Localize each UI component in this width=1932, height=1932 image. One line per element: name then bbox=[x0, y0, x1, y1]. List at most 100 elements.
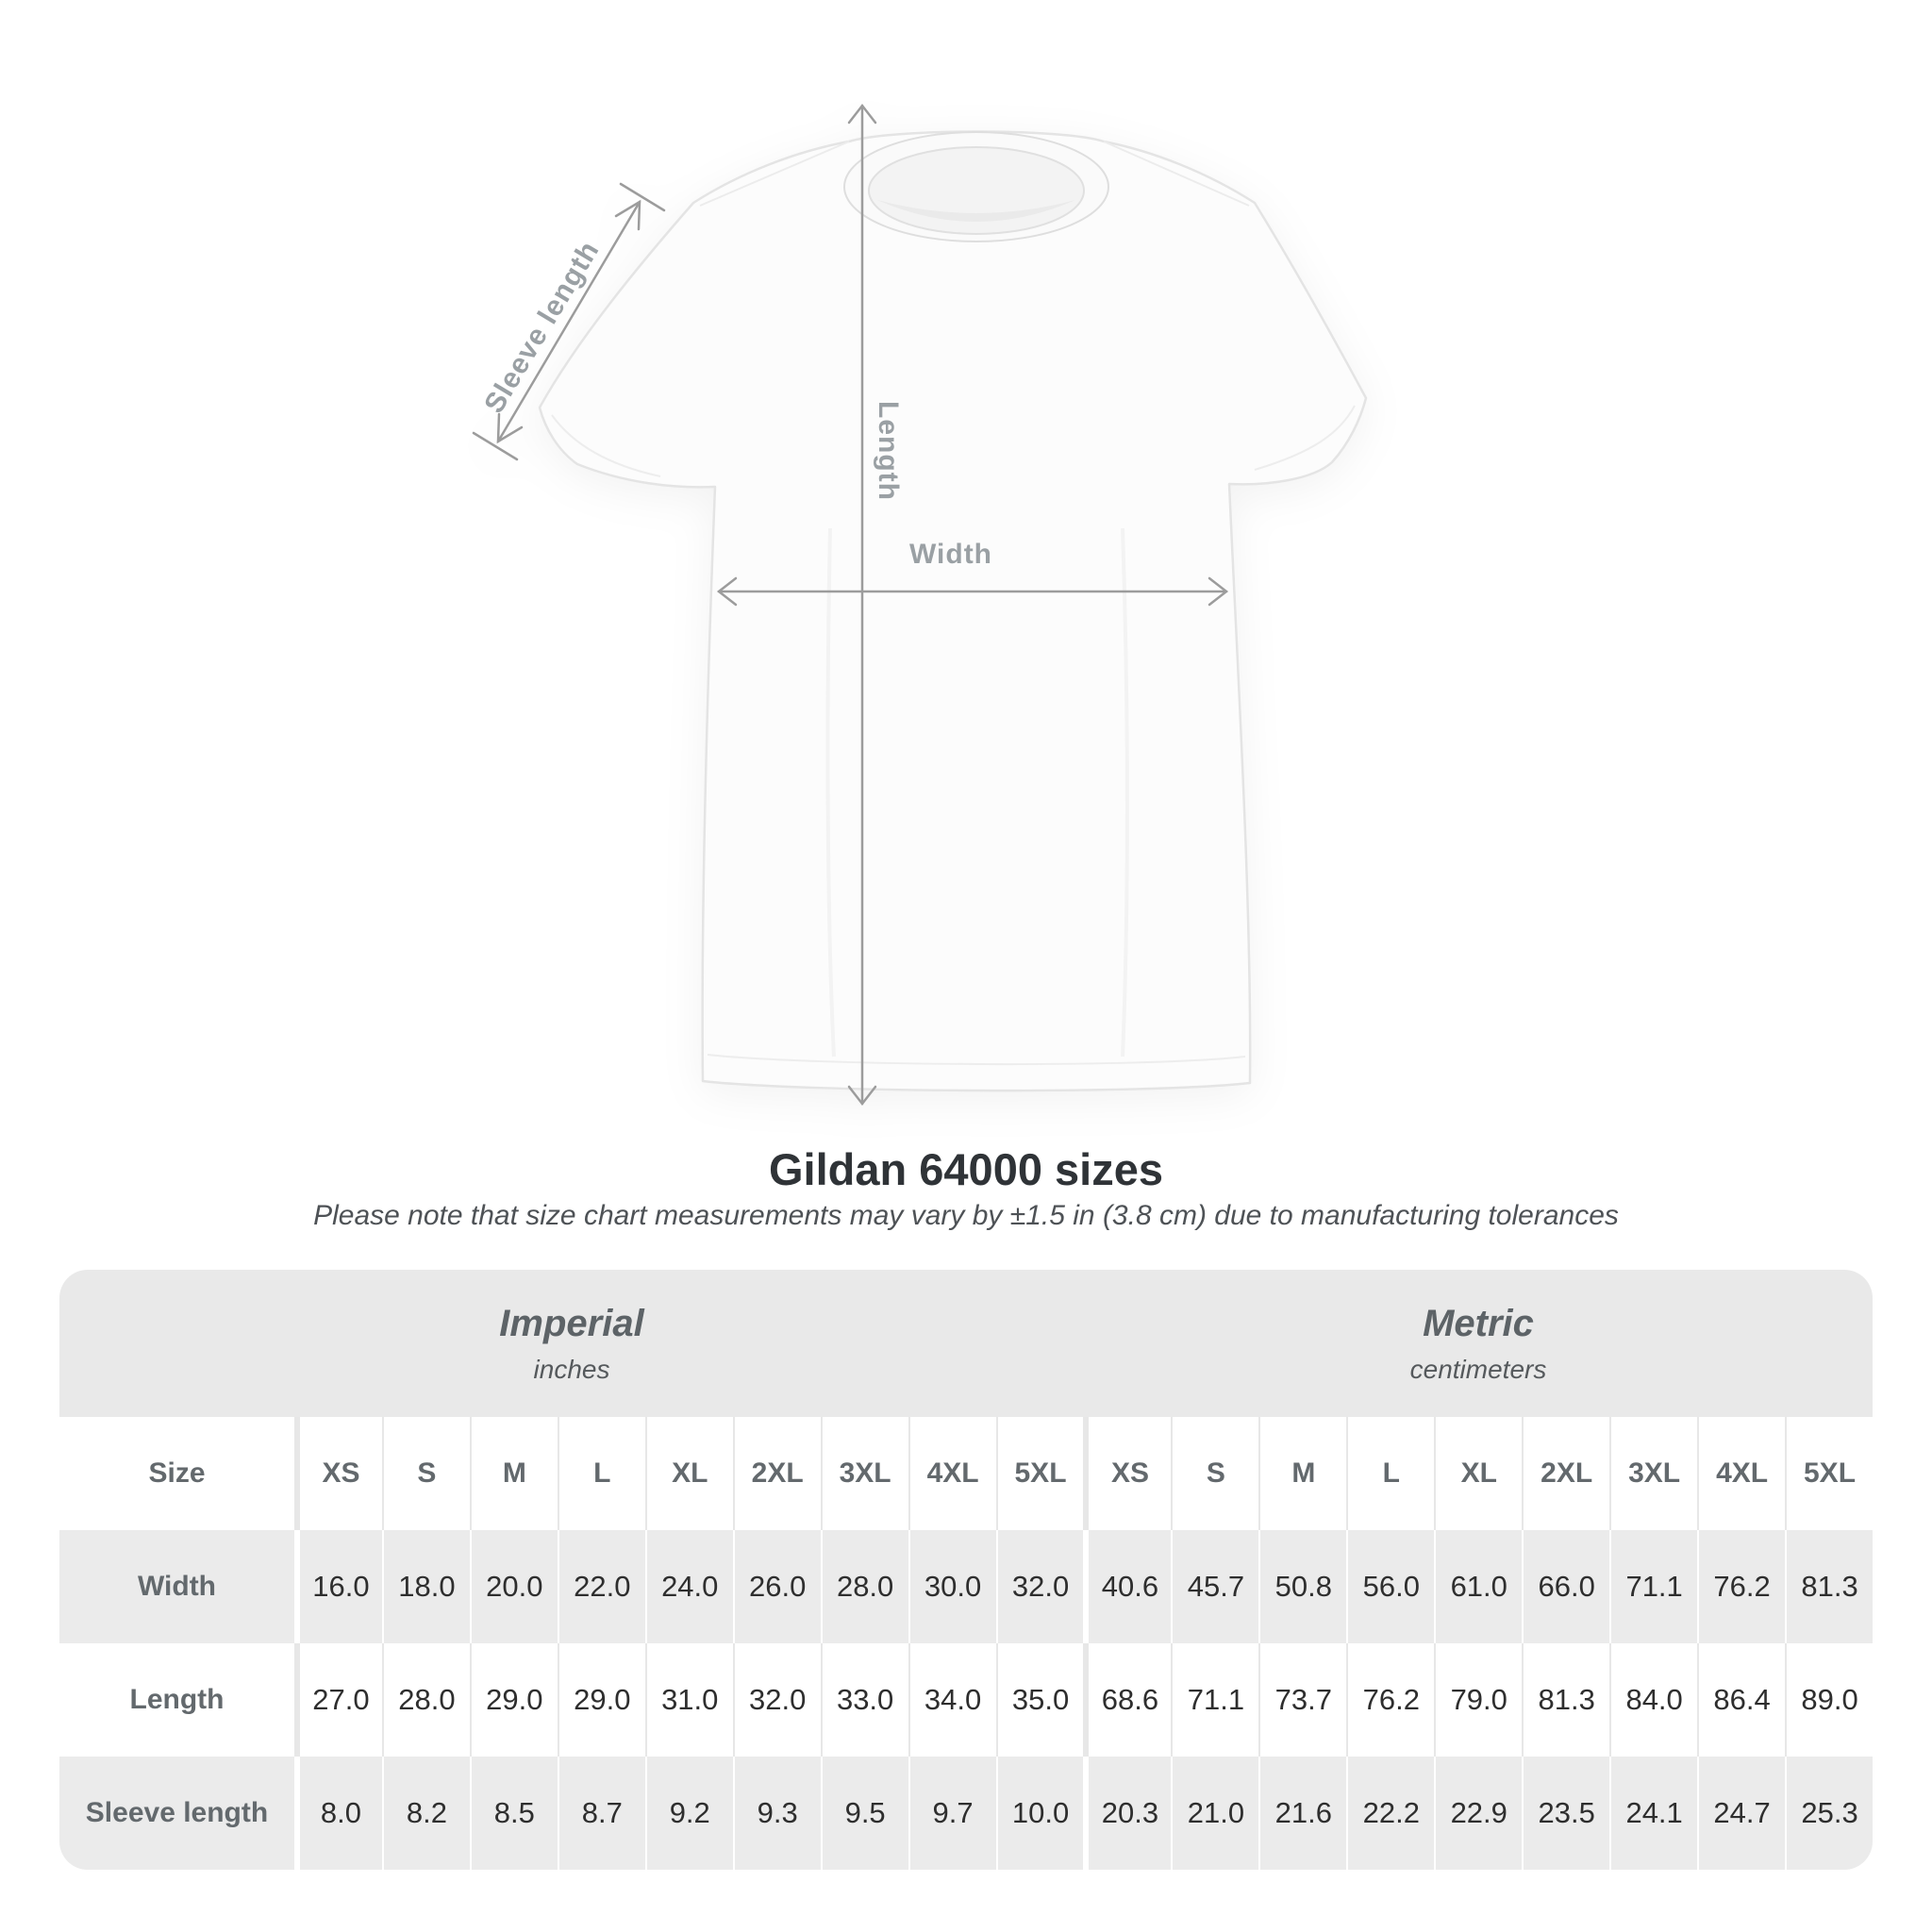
length-label: Length bbox=[873, 401, 904, 501]
width-metric-value: 50.8 bbox=[1258, 1530, 1347, 1643]
size-col-header: XL bbox=[644, 1417, 733, 1530]
width-imperial-value: 32.0 bbox=[995, 1530, 1084, 1643]
size-col-header: 5XL bbox=[1785, 1417, 1873, 1530]
sleeve-imperial-value: 9.2 bbox=[644, 1757, 733, 1870]
collar-shadow bbox=[877, 200, 1075, 222]
size-col-header: 3XL bbox=[1609, 1417, 1698, 1530]
length-imperial-value: 31.0 bbox=[644, 1643, 733, 1757]
width-metric-value: 76.2 bbox=[1697, 1530, 1786, 1643]
tolerance-note: Please note that size chart measurements… bbox=[313, 1200, 1619, 1231]
length-metric-value: 76.2 bbox=[1346, 1643, 1435, 1757]
width-arrowhead-right bbox=[1208, 576, 1229, 607]
tshirt-measurement-diagram: Sleeve length Length Width bbox=[472, 103, 1368, 1107]
page-title: Gildan 64000 sizes bbox=[768, 1144, 1164, 1194]
imperial-unit: inches bbox=[533, 1354, 610, 1384]
sleeve-imperial-value: 8.0 bbox=[294, 1757, 382, 1870]
length-imperial-value: 29.0 bbox=[469, 1643, 558, 1757]
width-imperial-value: 28.0 bbox=[820, 1530, 908, 1643]
width-metric-value: 61.0 bbox=[1434, 1530, 1523, 1643]
sleeve-imperial-value: 8.7 bbox=[557, 1757, 645, 1870]
width-imperial-value: 22.0 bbox=[557, 1530, 645, 1643]
metric-title: Metric bbox=[1423, 1302, 1534, 1344]
sleeve-end-tick-top bbox=[619, 182, 666, 212]
tshirt-illustration bbox=[472, 103, 1368, 1107]
shoulder-seam-left bbox=[699, 141, 850, 207]
length-imperial-value: 27.0 bbox=[294, 1643, 382, 1757]
sleeve-imperial-value: 9.3 bbox=[732, 1757, 821, 1870]
width-metric-value: 66.0 bbox=[1522, 1530, 1610, 1643]
sleeve-arrowhead-bottom bbox=[496, 412, 524, 444]
sleeve-arrow bbox=[496, 200, 641, 443]
sleeve-end-tick-bottom bbox=[472, 431, 519, 461]
body-crease-left bbox=[825, 527, 836, 1058]
measurement-arrows bbox=[472, 103, 1229, 1107]
row-label-length: Length bbox=[59, 1643, 294, 1757]
size-col-header: 2XL bbox=[732, 1417, 821, 1530]
length-metric-value: 68.6 bbox=[1083, 1643, 1172, 1757]
length-metric-value: 73.7 bbox=[1258, 1643, 1347, 1757]
length-imperial-value: 32.0 bbox=[732, 1643, 821, 1757]
length-metric-value: 86.4 bbox=[1697, 1643, 1786, 1757]
sleeve-metric-value: 22.9 bbox=[1434, 1757, 1523, 1870]
width-arrowhead-left bbox=[716, 576, 738, 607]
bottom-hem-seam bbox=[707, 1054, 1246, 1066]
imperial-header: Imperial inches bbox=[59, 1303, 1084, 1385]
width-metric-value: 71.1 bbox=[1609, 1530, 1698, 1643]
size-col-header: S bbox=[381, 1417, 470, 1530]
width-imperial-value: 20.0 bbox=[469, 1530, 558, 1643]
imperial-title: Imperial bbox=[499, 1302, 644, 1344]
sleeve-imperial-value: 10.0 bbox=[995, 1757, 1084, 1870]
length-metric-value: 81.3 bbox=[1522, 1643, 1610, 1757]
size-col-header: XS bbox=[1083, 1417, 1172, 1530]
length-metric-value: 79.0 bbox=[1434, 1643, 1523, 1757]
width-metric-value: 40.6 bbox=[1083, 1530, 1172, 1643]
size-col-header: 2XL bbox=[1522, 1417, 1610, 1530]
row-label-sleeve-length: Sleeve length bbox=[59, 1757, 294, 1870]
length-imperial-value: 33.0 bbox=[820, 1643, 908, 1757]
length-metric-value: 89.0 bbox=[1785, 1643, 1873, 1757]
size-col-header: XL bbox=[1434, 1417, 1523, 1530]
size-col-header: 3XL bbox=[820, 1417, 908, 1530]
sleeve-metric-value: 21.0 bbox=[1171, 1757, 1259, 1870]
sleeve-arrowhead-top bbox=[614, 199, 641, 231]
width-metric-value: 56.0 bbox=[1346, 1530, 1435, 1643]
unit-group-band: Imperial inches Metric centimeters bbox=[59, 1270, 1873, 1417]
width-metric-value: 45.7 bbox=[1171, 1530, 1259, 1643]
length-arrowhead-bottom bbox=[847, 1085, 877, 1107]
sleeve-imperial-value: 8.5 bbox=[469, 1757, 558, 1870]
length-arrowhead-top bbox=[847, 103, 877, 125]
length-imperial-value: 35.0 bbox=[995, 1643, 1084, 1757]
metric-header: Metric centimeters bbox=[1084, 1303, 1873, 1385]
sleeve-metric-value: 20.3 bbox=[1083, 1757, 1172, 1870]
size-col-header: 4XL bbox=[1697, 1417, 1786, 1530]
sleeve-imperial-value: 9.7 bbox=[908, 1757, 996, 1870]
width-imperial-value: 16.0 bbox=[294, 1530, 382, 1643]
size-col-header: L bbox=[1346, 1417, 1435, 1530]
sleeve-metric-value: 24.7 bbox=[1697, 1757, 1786, 1870]
sleeve-metric-value: 22.2 bbox=[1346, 1757, 1435, 1870]
width-imperial-value: 24.0 bbox=[644, 1530, 733, 1643]
size-col-header: M bbox=[469, 1417, 558, 1530]
size-col-header: L bbox=[557, 1417, 645, 1530]
size-col-header: 4XL bbox=[908, 1417, 996, 1530]
tshirt-body bbox=[538, 130, 1368, 1092]
shoulder-seam-right bbox=[1103, 141, 1250, 207]
width-imperial-value: 18.0 bbox=[381, 1530, 470, 1643]
sleeve-metric-value: 23.5 bbox=[1522, 1757, 1610, 1870]
length-metric-value: 71.1 bbox=[1171, 1643, 1259, 1757]
corner-size-label: Size bbox=[59, 1417, 294, 1530]
size-col-header: 5XL bbox=[995, 1417, 1084, 1530]
sleeve-hem-seam-left bbox=[551, 414, 661, 477]
body-crease-right bbox=[1121, 527, 1129, 1058]
metric-unit: centimeters bbox=[1409, 1354, 1547, 1384]
size-col-header: M bbox=[1258, 1417, 1347, 1530]
width-metric-value: 81.3 bbox=[1785, 1530, 1873, 1643]
sleeve-imperial-value: 9.5 bbox=[820, 1757, 908, 1870]
width-imperial-value: 26.0 bbox=[732, 1530, 821, 1643]
length-metric-value: 84.0 bbox=[1609, 1643, 1698, 1757]
sleeve-metric-value: 21.6 bbox=[1258, 1757, 1347, 1870]
size-col-header: XS bbox=[294, 1417, 382, 1530]
sleeve-hem-seam-right bbox=[1254, 405, 1356, 471]
length-imperial-value: 29.0 bbox=[557, 1643, 645, 1757]
width-imperial-value: 30.0 bbox=[908, 1530, 996, 1643]
